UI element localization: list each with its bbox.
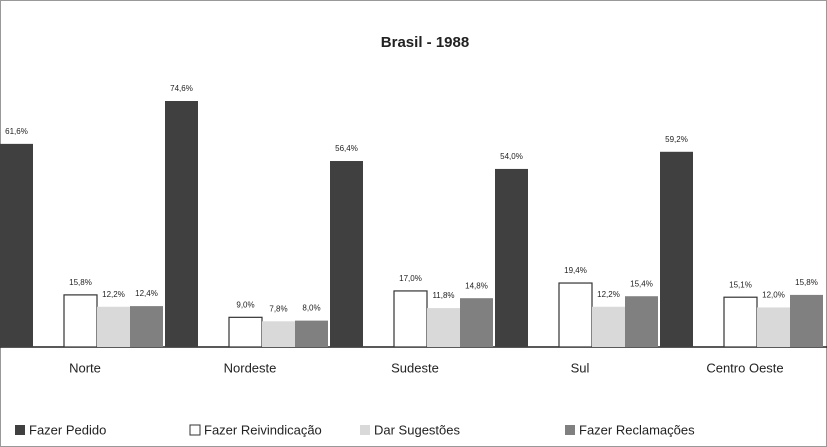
value-label: 14,8% bbox=[465, 281, 488, 290]
legend-swatch bbox=[189, 424, 201, 436]
value-label: 61,6% bbox=[5, 127, 28, 136]
value-label: 56,4% bbox=[335, 144, 358, 153]
bar bbox=[660, 151, 693, 347]
bar bbox=[790, 294, 823, 347]
x-tick-label: Centro Oeste bbox=[706, 360, 783, 375]
x-tick-label: Nordeste bbox=[224, 360, 277, 375]
bar bbox=[757, 307, 790, 347]
value-label: 8,0% bbox=[302, 304, 320, 313]
bar bbox=[393, 290, 428, 348]
legend-swatch bbox=[565, 425, 575, 435]
legend-swatch bbox=[360, 425, 370, 435]
bar bbox=[427, 308, 460, 347]
value-label: 9,0% bbox=[236, 300, 254, 309]
value-label: 12,2% bbox=[597, 290, 620, 299]
value-label: 12,4% bbox=[135, 289, 158, 298]
legend-label: Fazer Reclamações bbox=[579, 422, 695, 437]
bar bbox=[130, 306, 163, 347]
legend-label: Fazer Reivindicação bbox=[204, 422, 322, 437]
value-label: 19,4% bbox=[564, 266, 587, 275]
bar bbox=[625, 296, 658, 347]
bar bbox=[295, 320, 328, 347]
chart-title: Brasil - 1988 bbox=[381, 34, 469, 51]
value-label: 54,0% bbox=[500, 152, 523, 161]
legend-label: Fazer Pedido bbox=[29, 422, 106, 437]
bar bbox=[558, 282, 593, 348]
legend-swatch bbox=[15, 425, 25, 435]
value-label: 15,8% bbox=[795, 278, 818, 287]
legend-label: Dar Sugestões bbox=[374, 422, 460, 437]
x-tick-label: Norte bbox=[69, 360, 101, 375]
value-label: 15,8% bbox=[69, 278, 92, 287]
value-label: 15,1% bbox=[729, 280, 752, 289]
bar bbox=[63, 294, 98, 348]
bar bbox=[262, 321, 295, 347]
bar bbox=[330, 161, 363, 347]
value-label: 12,2% bbox=[102, 290, 125, 299]
bar bbox=[723, 296, 758, 348]
value-label: 7,8% bbox=[269, 304, 287, 313]
value-label: 59,2% bbox=[665, 135, 688, 144]
x-tick-label: Sul bbox=[571, 360, 590, 375]
x-tick-label: Sudeste bbox=[391, 360, 439, 375]
bar bbox=[97, 306, 130, 347]
bar bbox=[495, 168, 528, 347]
value-label: 15,4% bbox=[630, 279, 653, 288]
value-label: 11,8% bbox=[432, 291, 454, 300]
value-label: 74,6% bbox=[170, 84, 193, 93]
value-label: 12,0% bbox=[762, 291, 785, 300]
bar bbox=[0, 143, 33, 347]
bar bbox=[228, 316, 263, 348]
value-label: 17,0% bbox=[399, 274, 422, 283]
bar bbox=[460, 298, 493, 347]
bar bbox=[592, 306, 625, 347]
bar bbox=[165, 101, 198, 347]
